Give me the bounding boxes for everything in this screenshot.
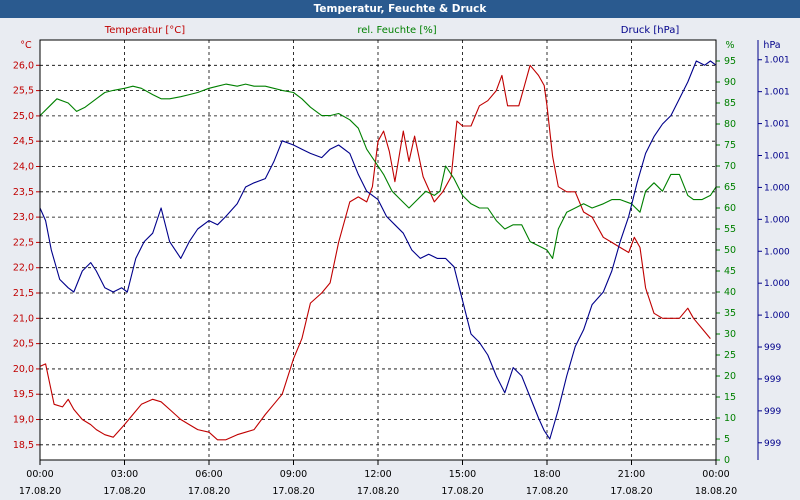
temperature-tick-label: 25,0 — [13, 111, 34, 122]
pressure-tick-label: 999 — [764, 375, 781, 385]
pressure-axis-title: Druck [hPa] — [621, 25, 680, 36]
temperature-tick-label: 25,5 — [13, 86, 34, 97]
x-tick-date: 17.08.20 — [357, 486, 399, 497]
temperature-tick-label: 20,0 — [13, 364, 34, 375]
humidity-tick-label: 10 — [724, 413, 736, 424]
humidity-tick-label: 65 — [724, 182, 736, 193]
humidity-tick-label: 25 — [724, 350, 736, 361]
x-tick-time: 18:00 — [533, 469, 560, 480]
humidity-tick-label: 15 — [724, 392, 736, 403]
temperature-tick-label: 22,0 — [13, 263, 34, 274]
x-tick-date: 17.08.20 — [526, 486, 568, 497]
pressure-tick-label: 999 — [764, 343, 781, 353]
series-line-humidity — [39, 83, 717, 259]
temperature-tick-label: 21,5 — [13, 288, 34, 299]
pressure-tick-label: 1.001 — [764, 56, 790, 66]
humidity-axis-unit: % — [725, 40, 734, 51]
temperature-tick-label: 22,5 — [13, 237, 34, 248]
x-tick-time: 00:00 — [702, 469, 729, 480]
x-tick-date: 17.08.20 — [610, 486, 652, 497]
temperature-tick-label: 20,5 — [13, 339, 34, 350]
pressure-tick-label: 1.000 — [764, 183, 790, 193]
temperature-tick-label: 23,0 — [13, 212, 34, 223]
temperature-tick-label: 24,5 — [13, 136, 34, 147]
humidity-tick-label: 85 — [724, 98, 736, 109]
x-tick-date: 17.08.20 — [272, 486, 314, 497]
humidity-tick-label: 95 — [724, 56, 736, 67]
x-tick-date: 17.08.20 — [441, 486, 483, 497]
chart-title: Temperatur, Feuchte & Druck — [0, 0, 800, 18]
temperature-tick-label: 18,5 — [13, 440, 34, 451]
x-tick-time: 15:00 — [449, 469, 476, 480]
series-line-pressure — [39, 60, 717, 440]
x-tick-date: 17.08.20 — [103, 486, 145, 497]
humidity-tick-label: 70 — [724, 161, 736, 172]
x-tick-time: 21:00 — [618, 469, 645, 480]
temperature-tick-label: 19,5 — [13, 389, 34, 400]
humidity-tick-label: 75 — [724, 140, 736, 151]
temperature-tick-label: 23,5 — [13, 187, 34, 198]
temperature-axis-title: Temperatur [°C] — [104, 25, 185, 36]
plot-border — [39, 39, 717, 461]
pressure-tick-label: 999 — [764, 407, 781, 417]
temperature-tick-label: 21,0 — [13, 313, 34, 324]
pressure-axis-unit: hPa — [763, 40, 780, 51]
humidity-tick-label: 60 — [724, 203, 736, 214]
pressure-tick-label: 1.000 — [764, 247, 790, 257]
x-tick-time: 09:00 — [280, 469, 307, 480]
x-tick-time: 03:00 — [111, 469, 138, 480]
humidity-tick-label: 45 — [724, 266, 736, 277]
humidity-tick-label: 35 — [724, 308, 736, 319]
temperature-axis-unit: °C — [20, 40, 32, 51]
x-tick-time: 06:00 — [195, 469, 222, 480]
humidity-tick-label: 30 — [724, 329, 736, 340]
pressure-tick-label: 1.001 — [764, 88, 790, 98]
x-tick-time: 00:00 — [26, 469, 53, 480]
humidity-axis-title: rel. Feuchte [%] — [357, 25, 436, 36]
pressure-tick-label: 1.000 — [764, 279, 790, 289]
temperature-tick-label: 26,0 — [13, 60, 34, 71]
temperature-tick-label: 19,0 — [13, 415, 34, 426]
x-tick-date: 18.08.20 — [695, 486, 737, 497]
pressure-tick-label: 1.000 — [764, 215, 790, 225]
humidity-tick-label: 80 — [724, 119, 736, 130]
humidity-tick-label: 20 — [724, 371, 736, 382]
humidity-tick-label: 90 — [724, 77, 736, 88]
pressure-tick-label: 1.001 — [764, 152, 790, 162]
pressure-tick-label: 1.000 — [764, 311, 790, 321]
humidity-tick-label: 0 — [724, 455, 730, 466]
pressure-tick-label: 999 — [764, 439, 781, 449]
temperature-tick-label: 24,0 — [13, 162, 34, 173]
humidity-tick-label: 55 — [724, 224, 736, 235]
x-tick-time: 12:00 — [364, 469, 391, 480]
humidity-tick-label: 40 — [724, 287, 736, 298]
humidity-tick-label: 5 — [724, 434, 730, 445]
x-tick-date: 17.08.20 — [19, 486, 61, 497]
pressure-tick-label: 1.001 — [764, 120, 790, 130]
humidity-tick-label: 50 — [724, 245, 736, 256]
series-line-temperature — [39, 64, 711, 441]
x-tick-date: 17.08.20 — [188, 486, 230, 497]
